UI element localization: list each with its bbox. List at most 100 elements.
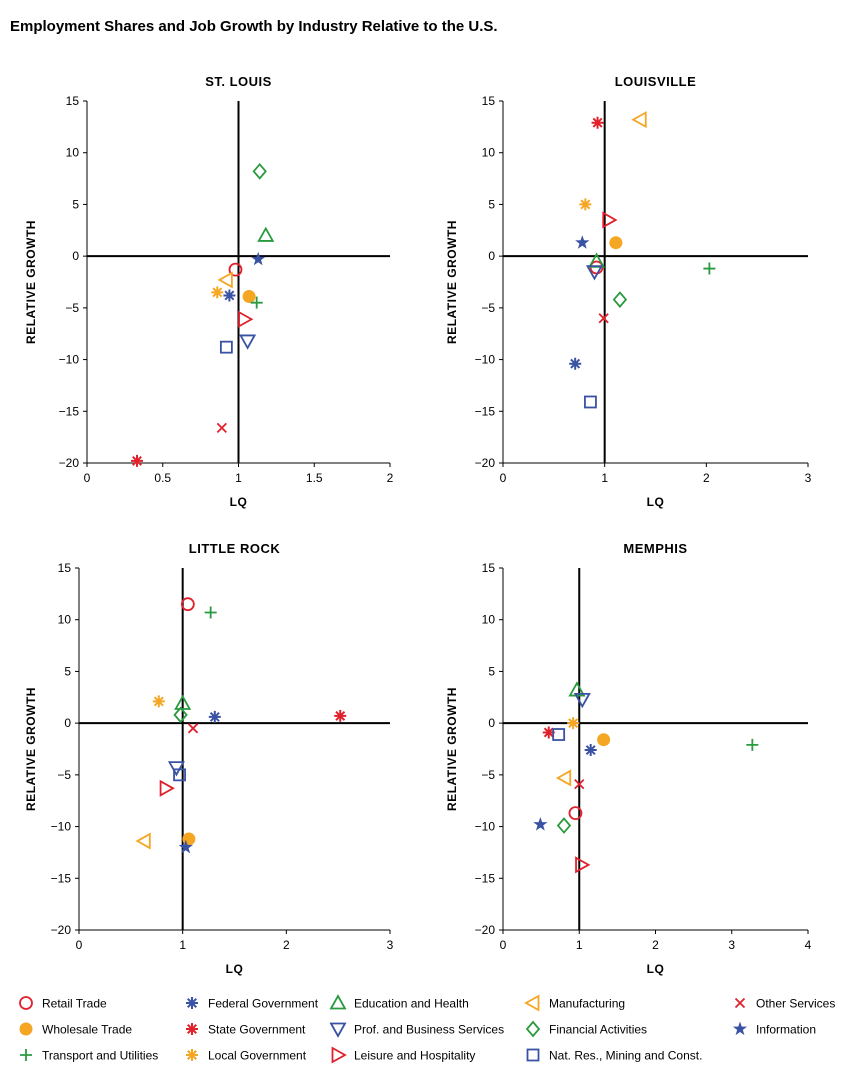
data-point-leisure	[602, 211, 618, 229]
x-axis-label: LQ	[226, 962, 244, 976]
y-tick-label: −20	[475, 923, 496, 937]
data-point-natres	[552, 728, 566, 741]
x-tick-label: 0.5	[154, 471, 171, 485]
data-point-state	[130, 454, 143, 467]
y-axis-label: RELATIVE GROWTH	[24, 220, 38, 344]
legend-label: Manufacturing	[549, 997, 625, 1011]
data-point-natres	[219, 340, 233, 354]
y-tick-label: −15	[475, 404, 496, 418]
asterisk-marker-icon	[186, 1023, 198, 1035]
y-axis-label: RELATIVE GROWTH	[24, 687, 38, 811]
legend-item-local: Local Government	[186, 1049, 307, 1063]
y-tick-label: 15	[482, 94, 496, 108]
legend-label: Other Services	[756, 997, 835, 1011]
data-point-wholesale	[242, 289, 256, 303]
y-tick-label: −20	[51, 923, 72, 937]
triangle-left-marker-icon	[524, 994, 540, 1012]
y-tick-label: −10	[475, 820, 496, 834]
data-point-prof	[585, 265, 604, 281]
asterisk-marker-icon	[186, 1049, 198, 1061]
x-tick-label: 1	[179, 938, 186, 952]
data-point-leisure	[575, 856, 591, 874]
x-tick-label: 1	[235, 471, 242, 485]
legend-item-leisure: Leisure and Hospitality	[331, 1046, 475, 1064]
square-marker-icon	[526, 1048, 540, 1062]
y-axis-label: RELATIVE GROWTH	[445, 220, 459, 344]
data-point-other	[216, 422, 227, 433]
y-tick-label: −5	[481, 301, 495, 315]
x-tick-label: 2	[703, 471, 710, 485]
y-tick-label: −15	[51, 871, 72, 885]
data-point-information	[178, 839, 193, 854]
asterisk-marker-icon	[186, 997, 198, 1009]
data-point-state	[542, 726, 555, 739]
data-point-financial	[556, 817, 572, 834]
panel-st.-louis: ST. LOUIS 0 0.5 1 1.5 2 15 10 5 0 −5 −10 −15 −20 LQ REL…	[24, 74, 394, 509]
legend: Retail Trade Wholesale Trade Transport and…	[19, 994, 835, 1064]
panel-memphis: MEMPHIS 0 1 2 3 4 15 10 5 0 −5 −10 −15 −20 LQ RELATIVE …	[445, 541, 812, 976]
y-tick-label: 10	[482, 146, 496, 160]
data-point-wholesale	[597, 733, 611, 747]
data-point-manufacturing	[217, 271, 233, 289]
data-point-local	[152, 695, 165, 708]
dot-marker-icon	[19, 1022, 33, 1036]
y-tick-label: 10	[58, 613, 72, 627]
data-point-local	[579, 198, 592, 211]
x-tick-label: 4	[805, 938, 812, 952]
legend-item-retail: Retail Trade	[19, 996, 107, 1011]
legend-item-prof: Prof. and Business Services	[329, 1023, 504, 1038]
x-axis-label: LQ	[647, 962, 665, 976]
y-tick-label: −10	[51, 820, 72, 834]
data-point-financial	[612, 291, 628, 308]
y-tick-label: 15	[58, 561, 72, 575]
x-tick-label: 0	[76, 938, 83, 952]
data-point-information	[533, 817, 548, 831]
panel-title: ST. LOUIS	[205, 74, 272, 89]
triangle-up-marker-icon	[329, 994, 347, 1010]
legend-item-transport: Transport and Utilities	[20, 1049, 158, 1063]
data-point-federal	[584, 744, 597, 757]
x-tick-label: 2	[387, 471, 394, 485]
y-tick-label: −5	[57, 768, 71, 782]
legend-item-information: Information	[732, 1021, 816, 1037]
y-tick-label: 0	[488, 716, 495, 730]
data-point-local	[567, 717, 580, 730]
y-axis-label: RELATIVE GROWTH	[445, 687, 459, 811]
legend-label: Federal Government	[208, 997, 319, 1011]
x-tick-label: 3	[805, 471, 812, 485]
y-tick-label: 5	[488, 197, 495, 211]
panel-title: MEMPHIS	[623, 541, 687, 556]
triangle-right-marker-icon	[331, 1046, 347, 1064]
y-tick-label: 10	[66, 146, 80, 160]
data-point-retail	[180, 597, 195, 612]
y-tick-label: 0	[488, 249, 495, 263]
y-tick-label: 15	[66, 94, 80, 108]
x-tick-label: 1	[601, 471, 608, 485]
legend-item-manufacturing: Manufacturing	[524, 994, 625, 1012]
data-point-federal	[569, 357, 582, 370]
x-tick-label: 1.5	[306, 471, 323, 485]
star-marker-icon	[732, 1021, 748, 1036]
data-point-transport	[703, 262, 716, 275]
x-tick-label: 0	[500, 938, 507, 952]
data-point-manufacturing	[135, 832, 151, 850]
legend-item-education: Education and Health	[329, 994, 469, 1011]
data-point-manufacturing	[631, 111, 647, 129]
data-point-prof	[239, 334, 257, 350]
panel-title: LITTLE ROCK	[189, 541, 281, 556]
data-point-wholesale	[182, 832, 196, 846]
data-point-federal	[223, 289, 236, 302]
data-point-information	[251, 251, 266, 266]
x-tick-label: 0	[500, 471, 507, 485]
diamond-marker-icon	[525, 1020, 541, 1038]
y-tick-label: 5	[64, 664, 71, 678]
y-tick-label: −20	[475, 456, 496, 470]
x-tick-label: 2	[652, 938, 659, 952]
data-point-federal	[208, 710, 221, 723]
data-point-education	[257, 226, 275, 242]
data-point-manufacturing	[555, 769, 572, 787]
y-tick-label: −15	[475, 871, 496, 885]
data-point-transport	[204, 606, 217, 619]
data-point-other	[598, 313, 609, 324]
